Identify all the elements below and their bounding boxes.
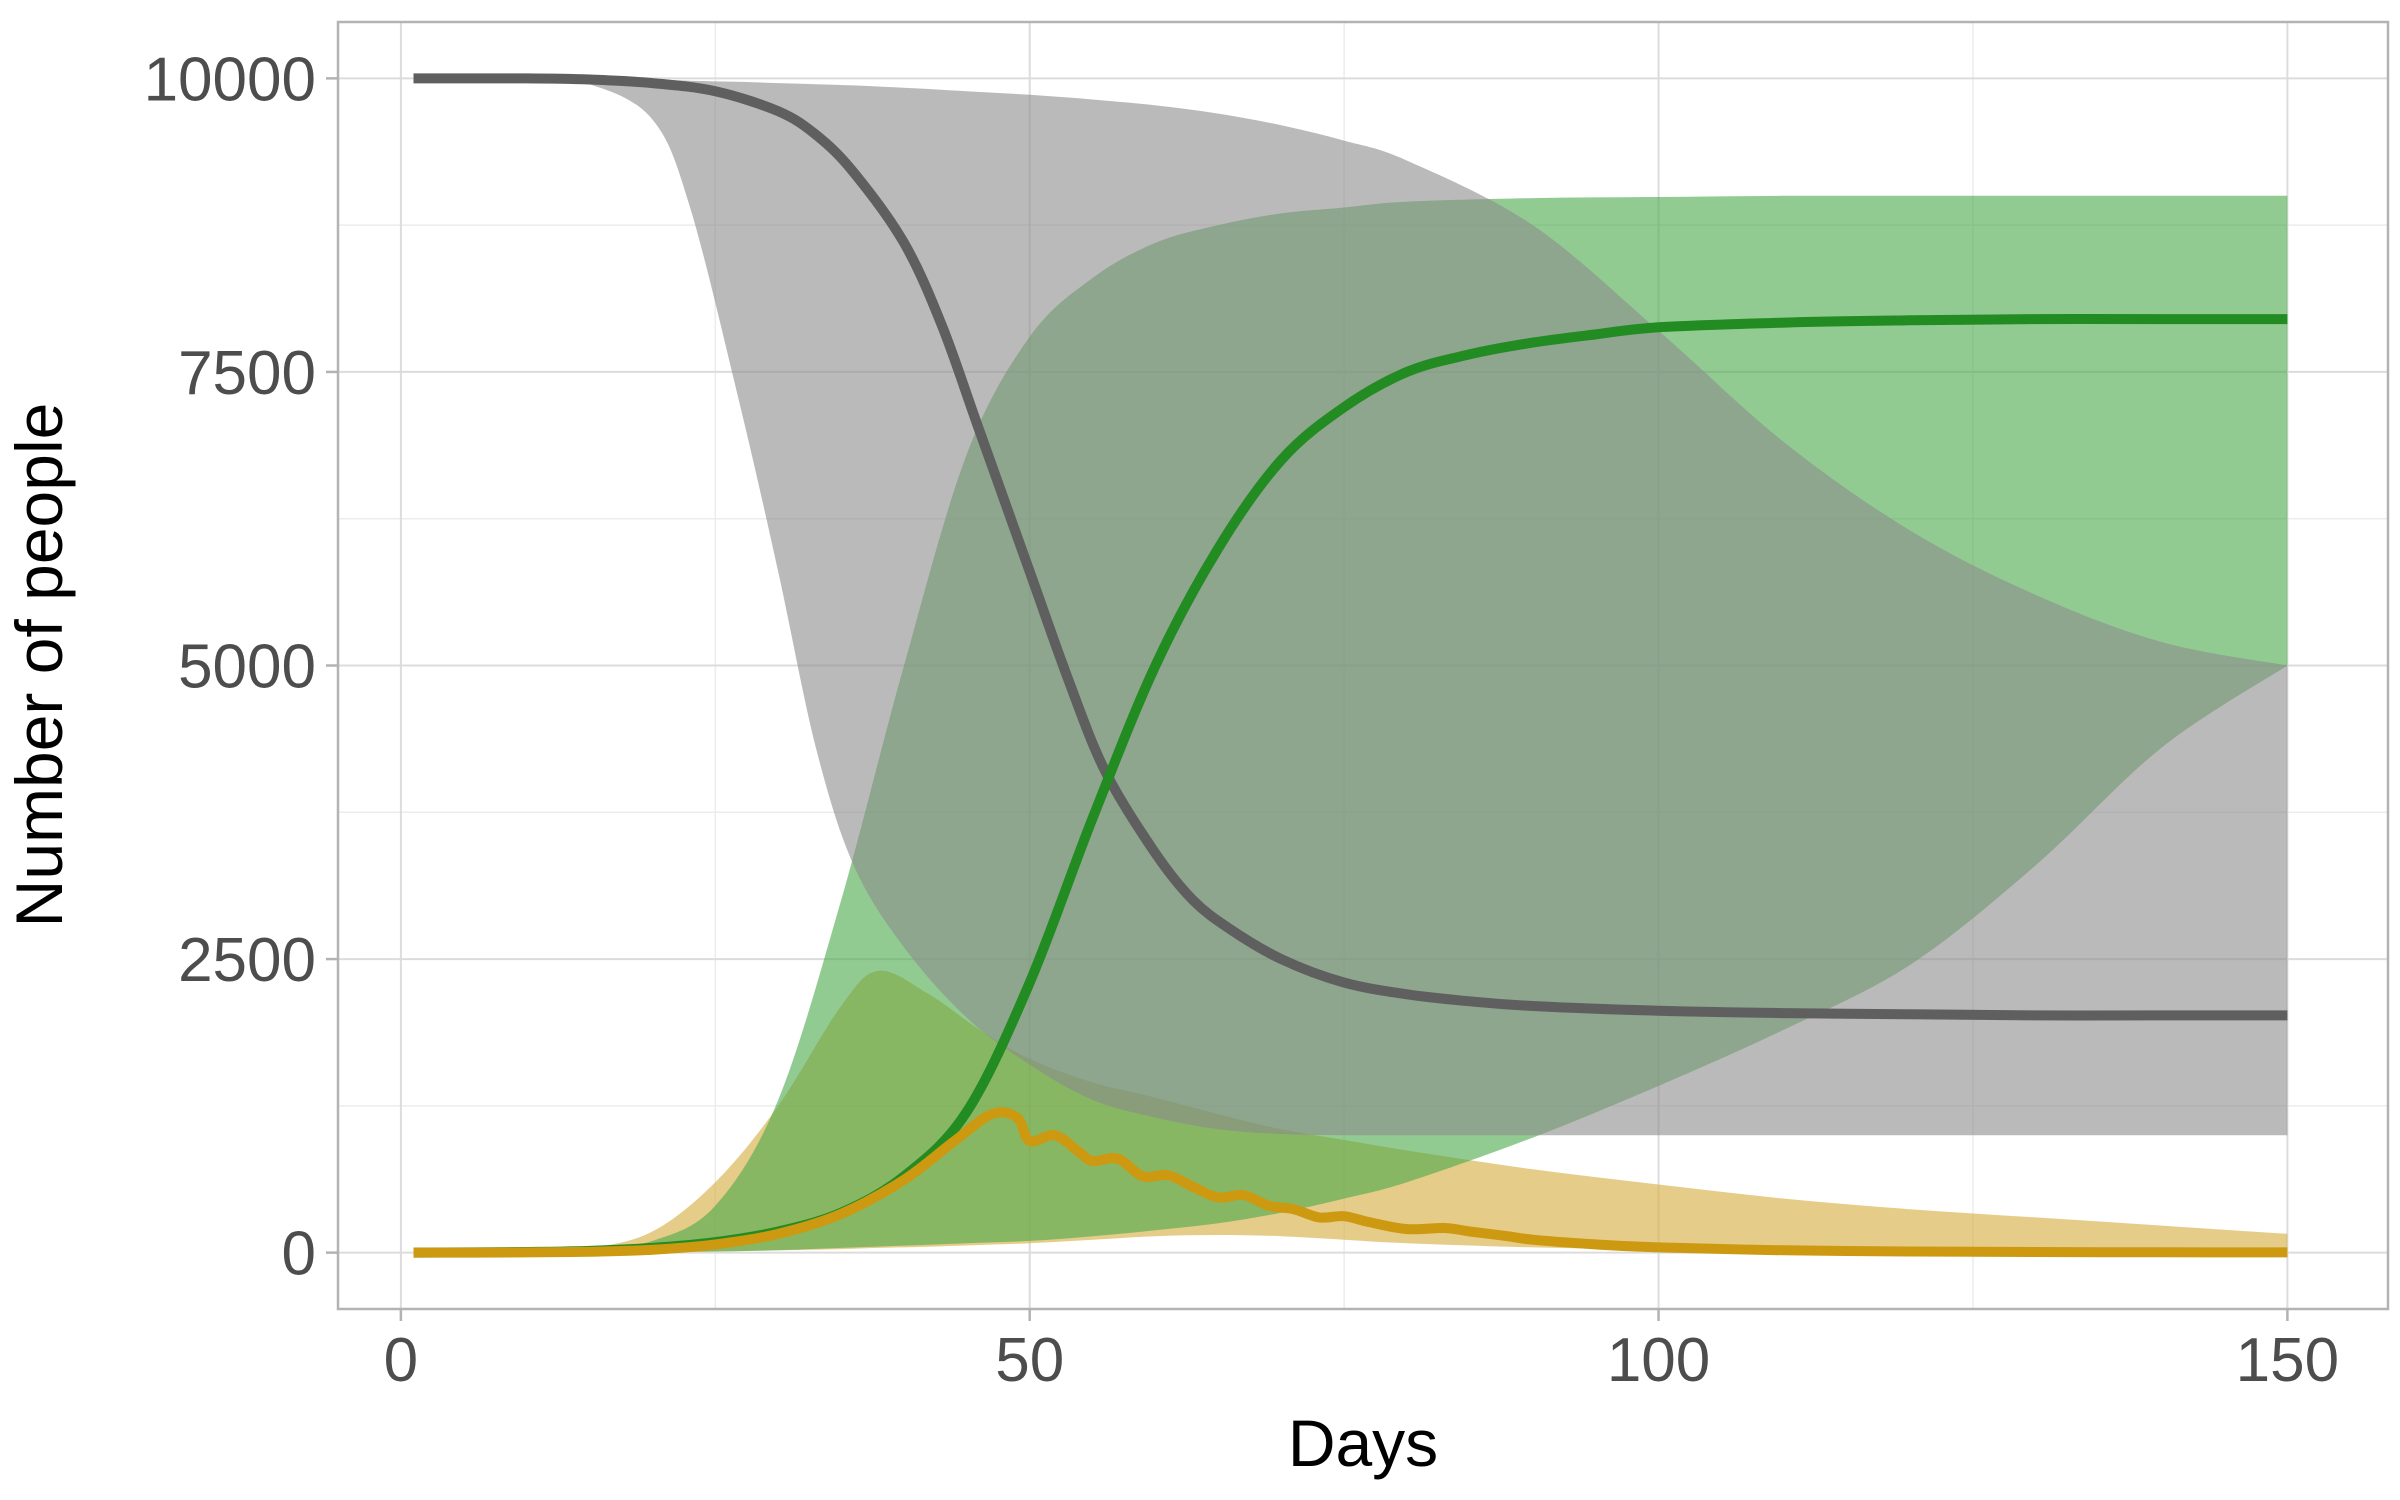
confidence-bands xyxy=(413,78,2288,1253)
band-grey xyxy=(413,78,2288,1136)
axis-ticks: 0 50 100 150 0 2500 5000 7500 10000 xyxy=(144,45,2340,1395)
y-tick-label: 7500 xyxy=(178,339,316,408)
series-line-gold xyxy=(413,1107,2288,1258)
y-axis-title: Number of people xyxy=(2,403,76,928)
y-tick-label: 5000 xyxy=(178,633,316,702)
x-axis-title: Days xyxy=(1288,1406,1438,1480)
x-tick-label: 100 xyxy=(1607,1326,1710,1395)
y-tick-label: 0 xyxy=(282,1220,316,1289)
x-tick-label: 50 xyxy=(995,1326,1064,1395)
series-lines xyxy=(413,73,2288,1258)
y-tick-label: 2500 xyxy=(178,926,316,995)
x-tick-label: 0 xyxy=(384,1326,418,1395)
y-tick-label: 10000 xyxy=(144,45,316,114)
x-tick-label: 150 xyxy=(2236,1326,2339,1395)
series-line-grey xyxy=(413,73,2288,1021)
